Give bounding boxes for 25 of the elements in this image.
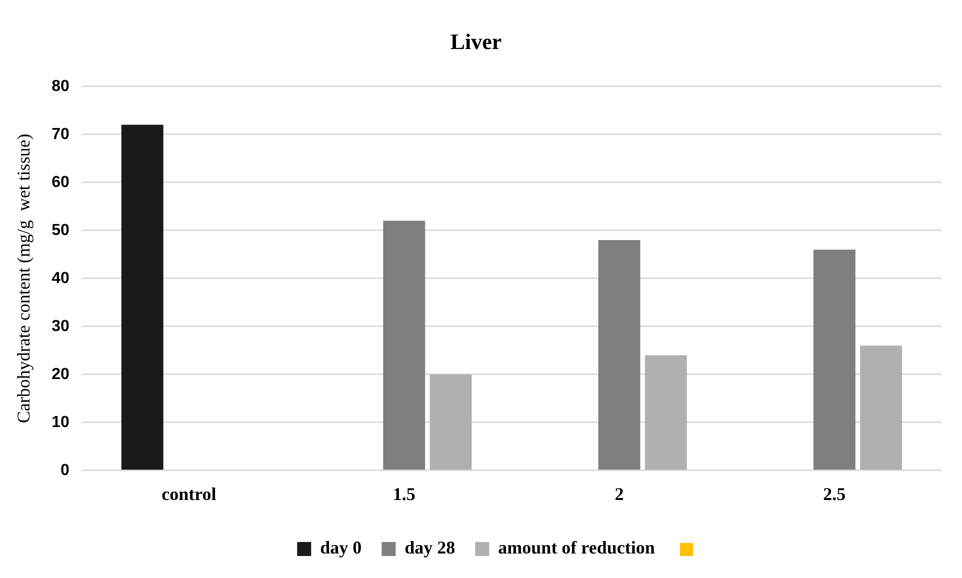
y-tick-label: 0	[60, 462, 70, 479]
chart-title: Liver	[450, 28, 502, 54]
bar	[644, 355, 687, 470]
y-tick-label: 10	[52, 414, 70, 431]
bar	[430, 374, 472, 470]
bar	[383, 220, 426, 470]
x-tick-label: 2.5	[823, 484, 846, 504]
bar	[598, 240, 640, 470]
y-tick-label: 40	[52, 270, 70, 287]
x-tick-label: control	[162, 484, 216, 504]
legend-label: day 0	[320, 538, 362, 558]
x-tick-label: 2	[614, 484, 624, 504]
y-tick-label: 30	[52, 318, 70, 335]
y-axis-title: Carbohydrate content (mg/g wet tissue)	[14, 134, 34, 424]
y-tick-label: 70	[52, 126, 70, 143]
legend-label: day 28	[404, 538, 456, 558]
x-tick-label: 1.5	[392, 484, 416, 504]
legend-label: amount of reduction	[498, 538, 655, 558]
y-tick-label: 60	[52, 174, 70, 191]
y-tick-label: 50	[52, 222, 70, 239]
bar	[121, 124, 164, 470]
bar	[860, 346, 902, 470]
y-tick-label: 20	[52, 366, 70, 383]
bar	[813, 250, 856, 470]
y-tick-label: 80	[52, 78, 70, 95]
